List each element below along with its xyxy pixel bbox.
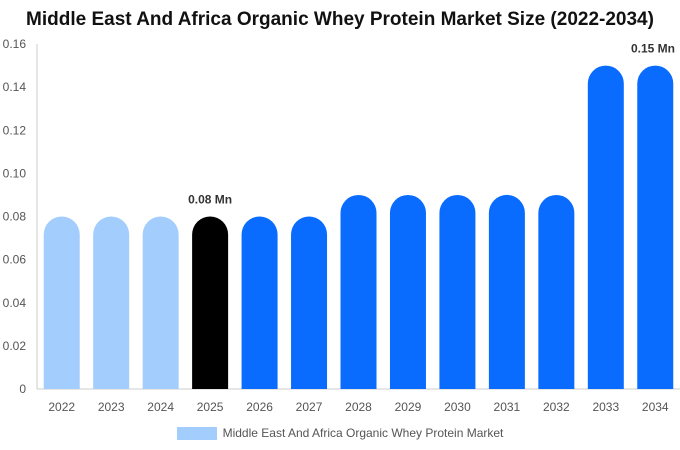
x-tick-label: 2031	[494, 400, 521, 414]
bar-2029	[389, 194, 426, 389]
bar-2024	[142, 216, 179, 389]
chart-title: Middle East And Africa Organic Whey Prot…	[26, 9, 654, 30]
x-tick-label: 2024	[147, 400, 174, 414]
bar-2025	[192, 216, 229, 389]
x-tick-label: 2032	[543, 400, 570, 414]
y-tick-label: 0.14	[3, 80, 27, 94]
bar-2034	[637, 65, 674, 389]
x-tick-label: 2029	[395, 400, 422, 414]
y-axis: 0 0.02 0.04 0.06 0.08 0.10 0.12 0.14 0.16	[3, 37, 38, 396]
y-tick-label: 0	[19, 382, 26, 396]
bars-group	[43, 65, 674, 389]
legend-label: Middle East And Africa Organic Whey Prot…	[222, 426, 504, 440]
y-tick-label: 0.16	[3, 37, 27, 51]
bar-2023	[93, 216, 130, 389]
bar-2032	[538, 194, 575, 389]
bar-2030	[439, 194, 476, 389]
x-tick-label: 2030	[444, 400, 471, 414]
bar-2026	[241, 216, 278, 389]
x-axis: 2022 2023 2024 2025 2026 2027 2028 2029 2030 2031…	[37, 388, 680, 414]
x-tick-label: 2025	[197, 400, 224, 414]
x-tick-label: 2026	[246, 400, 273, 414]
x-tick-label: 2022	[48, 400, 75, 414]
legend-swatch	[176, 426, 217, 440]
bar-2031	[488, 194, 525, 389]
data-label: 0.08 Mn	[188, 193, 232, 207]
y-tick-label: 0.12	[3, 123, 27, 137]
x-tick-label: 2027	[296, 400, 323, 414]
y-tick-label: 0.08	[3, 210, 27, 224]
data-label: 0.15 Mn	[631, 42, 675, 56]
bar-2027	[291, 216, 328, 389]
x-tick-label: 2023	[98, 400, 125, 414]
bar-2033	[587, 65, 624, 389]
x-tick-label: 2033	[592, 400, 619, 414]
y-tick-label: 0.06	[3, 253, 27, 267]
bar-2028	[340, 194, 377, 389]
legend: Middle East And Africa Organic Whey Prot…	[0, 426, 680, 440]
y-tick-label: 0.04	[3, 296, 27, 310]
y-tick-label: 0.02	[3, 339, 27, 353]
x-tick-label: 2034	[642, 400, 669, 414]
x-tick-label: 2028	[345, 400, 372, 414]
bar-2022	[43, 216, 80, 389]
data-labels-group: 0.08 Mn 0.15 Mn	[188, 42, 675, 207]
y-tick-label: 0.10	[3, 166, 27, 180]
